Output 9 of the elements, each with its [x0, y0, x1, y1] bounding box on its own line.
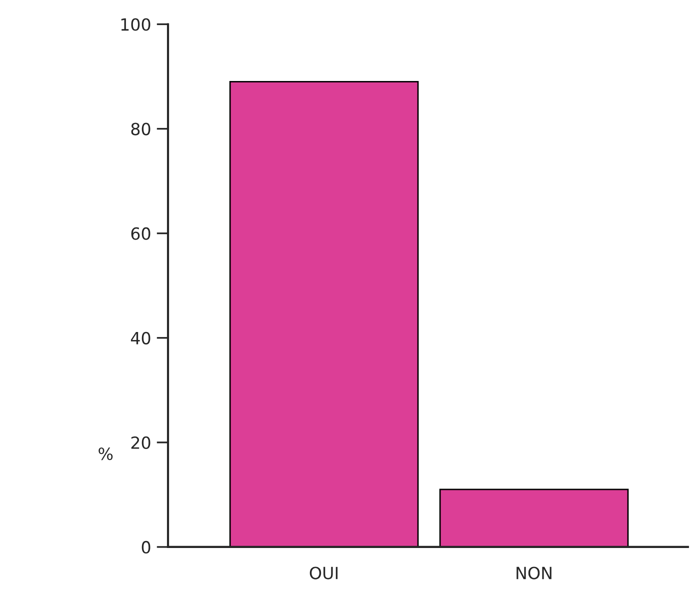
- y-tick-label: 100: [121, 18, 150, 31]
- x-tick-label: OUI: [310, 566, 338, 580]
- y-tick-label: 60: [131, 227, 150, 240]
- x-tick-label: NON: [516, 566, 552, 580]
- y-axis-title: %: [98, 447, 113, 460]
- y-tick-label: 20: [131, 436, 150, 449]
- y-tick-label: 80: [131, 122, 150, 136]
- y-tick-label: 40: [130, 332, 150, 344]
- y-tick-label: 0: [142, 540, 150, 554]
